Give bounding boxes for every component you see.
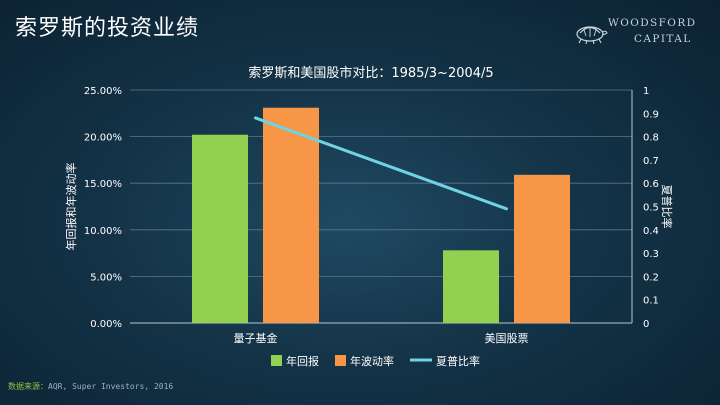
bar-年回报-美国股票 [443, 250, 499, 323]
line-point-夏普比率 [254, 116, 257, 120]
y-right-tick-label: 0.2 [643, 272, 659, 283]
logo-text-line1: WOODSFORD [608, 17, 697, 29]
legend-label: 夏普比率 [436, 354, 480, 368]
y-left-tick-label: 0.00% [90, 319, 122, 330]
y-left-tick-label: 5.00% [90, 272, 122, 283]
logo: WOODSFORD CAPITAL [572, 14, 702, 50]
y-left-tick-label: 20.00% [84, 133, 122, 144]
slide-title: 索罗斯的投资业绩 [15, 16, 200, 41]
series-line-夏普比率 [254, 116, 508, 211]
logo-text-line2: CAPITAL [634, 33, 692, 45]
legend-label: 年波动率 [350, 354, 394, 368]
y-right-tick-label: 0.4 [643, 226, 659, 237]
y-right-tick-label: 0 [643, 319, 649, 330]
y-right-tick-label: 0.6 [643, 179, 659, 190]
legend-swatch [335, 355, 346, 366]
x-tick-label: 美国股票 [485, 332, 529, 345]
woodsford-logo-icon [576, 26, 608, 45]
y-right-axis-title: 夏普比率 [660, 185, 674, 229]
y-right-tick-label: 0.9 [643, 109, 659, 120]
legend-swatch [271, 355, 282, 366]
y-right-tick-label: 0.8 [643, 133, 659, 144]
y-right-tick-label: 0.1 [643, 296, 659, 307]
line-point-夏普比率 [505, 207, 508, 211]
y-left-tick-label: 15.00% [84, 179, 122, 190]
y-right-tick-label: 0.5 [643, 203, 659, 214]
y-left-tick-label: 10.00% [84, 226, 122, 237]
source-note: 数据来源：AQR, Super Investors, 2016 [8, 381, 173, 392]
bar-年波动率-量子基金 [263, 107, 319, 323]
x-tick-label: 量子基金 [234, 331, 278, 345]
chart-title: 索罗斯和美国股市对比：1985/3~2004/5 [248, 65, 493, 81]
y-right-tick-label: 1 [643, 86, 649, 97]
legend-label: 年回报 [286, 354, 319, 368]
bar-年回报-量子基金 [192, 134, 248, 323]
y-left-axis-title: 年回报和年波动率 [64, 163, 78, 251]
bar-年波动率-美国股票 [514, 174, 570, 323]
source-label: 数据来源： [8, 382, 48, 391]
y-right-tick-label: 0.3 [643, 249, 659, 260]
y-right-tick-label: 0.7 [643, 156, 659, 167]
source-text: AQR, Super Investors, 2016 [48, 382, 174, 391]
y-left-tick-label: 25.00% [84, 86, 122, 97]
